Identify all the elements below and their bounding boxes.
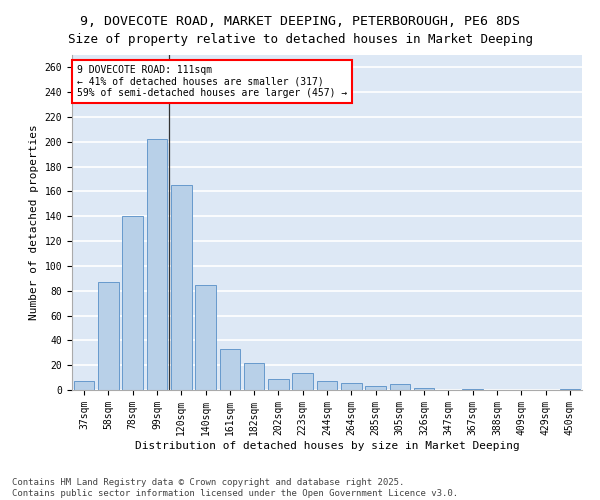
Bar <box>414 388 434 390</box>
Bar <box>463 389 483 390</box>
Bar <box>122 216 143 390</box>
Bar <box>389 384 410 390</box>
Bar <box>365 386 386 390</box>
Bar <box>292 372 313 390</box>
Text: 9 DOVECOTE ROAD: 111sqm
← 41% of detached houses are smaller (317)
59% of semi-d: 9 DOVECOTE ROAD: 111sqm ← 41% of detache… <box>77 65 347 98</box>
Bar <box>220 349 240 390</box>
Bar <box>74 382 94 390</box>
Bar <box>244 362 265 390</box>
Text: Size of property relative to detached houses in Market Deeping: Size of property relative to detached ho… <box>67 32 533 46</box>
Y-axis label: Number of detached properties: Number of detached properties <box>29 124 39 320</box>
Text: Contains HM Land Registry data © Crown copyright and database right 2025.
Contai: Contains HM Land Registry data © Crown c… <box>12 478 458 498</box>
Bar <box>317 382 337 390</box>
X-axis label: Distribution of detached houses by size in Market Deeping: Distribution of detached houses by size … <box>134 440 520 450</box>
Bar <box>146 140 167 390</box>
Bar <box>268 379 289 390</box>
Text: 9, DOVECOTE ROAD, MARKET DEEPING, PETERBOROUGH, PE6 8DS: 9, DOVECOTE ROAD, MARKET DEEPING, PETERB… <box>80 15 520 28</box>
Bar <box>171 186 191 390</box>
Bar <box>195 284 216 390</box>
Bar <box>341 382 362 390</box>
Bar <box>560 389 580 390</box>
Bar <box>98 282 119 390</box>
